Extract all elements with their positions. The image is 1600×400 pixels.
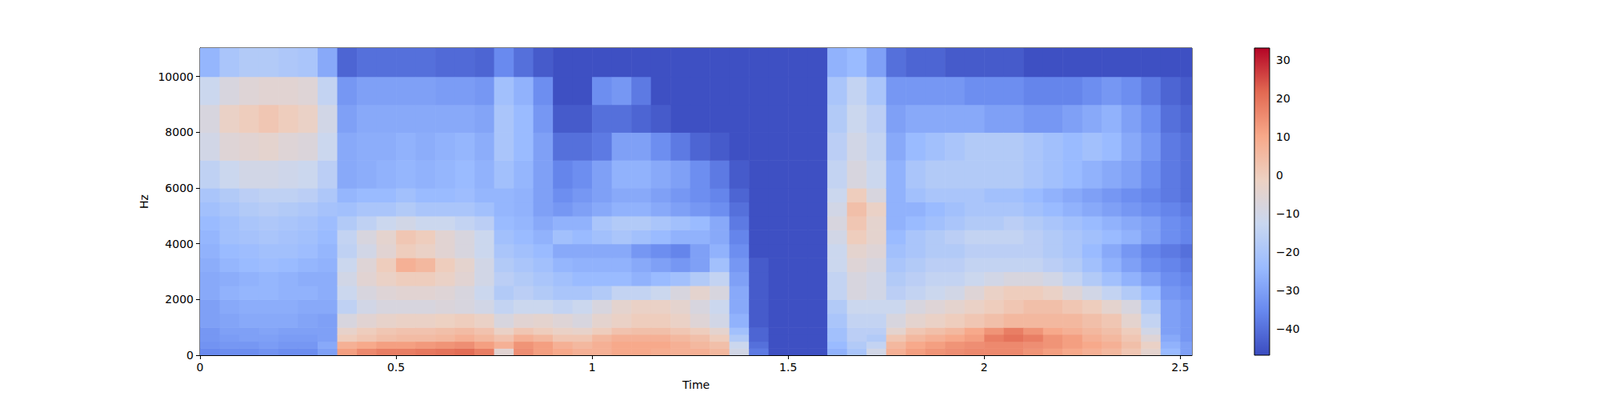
svg-text:0.5: 0.5	[387, 360, 405, 374]
svg-text:−40: −40	[1276, 322, 1300, 336]
svg-text:Time: Time	[681, 378, 710, 392]
svg-text:10: 10	[1276, 130, 1291, 144]
svg-text:2000: 2000	[164, 292, 194, 306]
svg-text:2: 2	[980, 360, 988, 374]
svg-text:0: 0	[186, 348, 194, 362]
svg-text:4000: 4000	[164, 237, 194, 251]
svg-text:2.5: 2.5	[1171, 360, 1189, 374]
svg-text:1.5: 1.5	[779, 360, 797, 374]
svg-text:−30: −30	[1276, 284, 1300, 297]
svg-text:1: 1	[588, 360, 596, 374]
svg-text:−20: −20	[1276, 245, 1300, 259]
svg-text:30: 30	[1276, 53, 1291, 67]
svg-text:8000: 8000	[164, 125, 194, 139]
svg-text:0: 0	[1276, 168, 1284, 182]
svg-text:6000: 6000	[164, 181, 194, 195]
svg-text:20: 20	[1276, 92, 1291, 105]
svg-text:10000: 10000	[157, 70, 194, 84]
svg-text:Hz: Hz	[137, 194, 151, 209]
svg-text:0: 0	[196, 360, 204, 374]
svg-text:−10: −10	[1276, 207, 1300, 220]
